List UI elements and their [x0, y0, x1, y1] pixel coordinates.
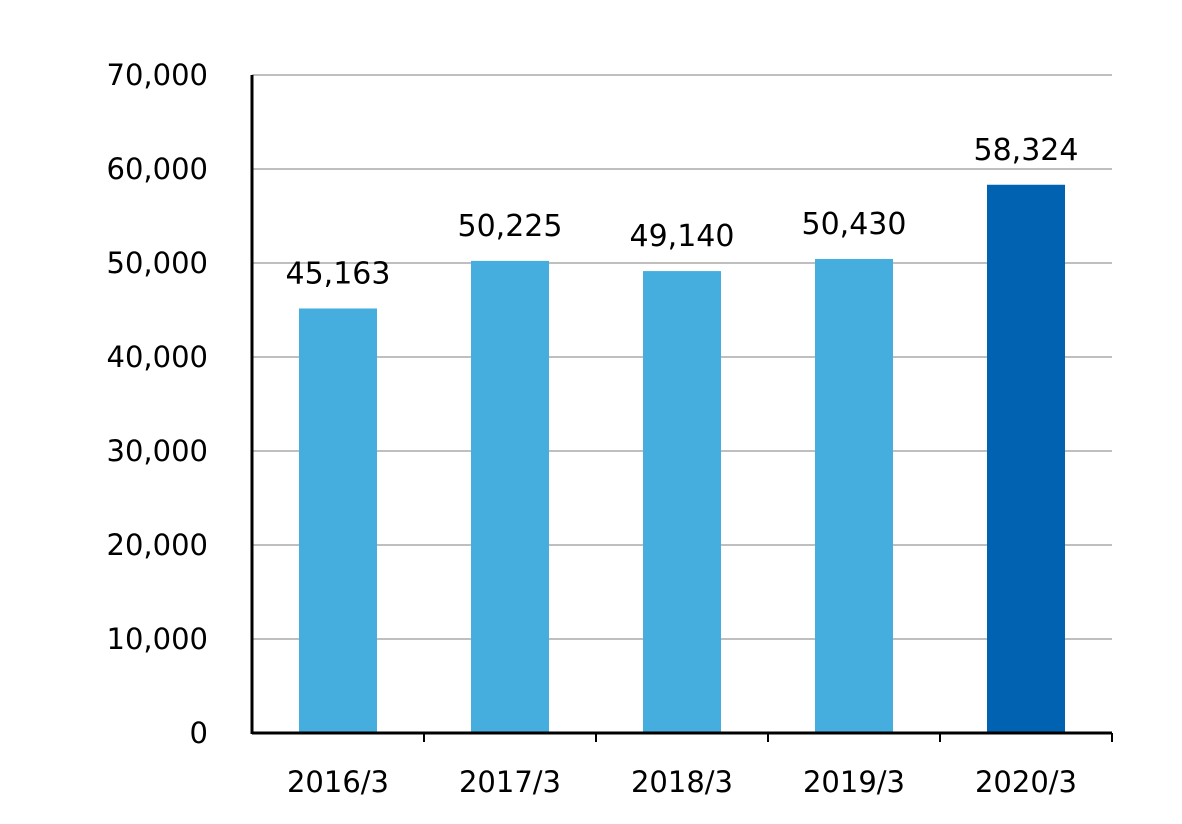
y-axis-ticks: 0 10,000 20,000 30,000 40,000 50,000 60,000 70,…: [107, 58, 208, 750]
data-label: 49,140: [630, 219, 735, 254]
data-labels: 45,163 50,225 49,140 50,430 58,324: [286, 133, 1079, 292]
y-tick-label: 30,000: [107, 434, 208, 468]
data-label: 50,225: [458, 209, 563, 244]
data-label: 58,324: [974, 133, 1079, 168]
data-label: 50,430: [802, 207, 907, 242]
bar: [299, 308, 377, 733]
x-tick-label: 2020/3: [975, 765, 1077, 799]
x-axis-ticks: 2016/3 2017/3 2018/3 2019/3 2020/3: [287, 765, 1077, 799]
bar: [643, 271, 721, 733]
x-tick-label: 2019/3: [803, 765, 905, 799]
y-tick-label: 10,000: [107, 622, 208, 656]
y-tick-label: 20,000: [107, 528, 208, 562]
x-tick-label: 2016/3: [287, 765, 389, 799]
y-tick-label: 50,000: [107, 246, 208, 280]
data-label: 45,163: [286, 256, 391, 291]
x-tick-label: 2017/3: [459, 765, 561, 799]
y-tick-label: 70,000: [107, 58, 208, 92]
bar: [815, 258, 893, 733]
y-tick-label: 0: [190, 716, 208, 750]
bars: [299, 184, 1065, 733]
x-tick-label: 2018/3: [631, 765, 733, 799]
axes: [250, 75, 1113, 742]
y-tick-label: 40,000: [107, 340, 208, 374]
bar: [987, 184, 1065, 733]
y-tick-label: 60,000: [107, 152, 208, 186]
bar: [471, 260, 549, 733]
